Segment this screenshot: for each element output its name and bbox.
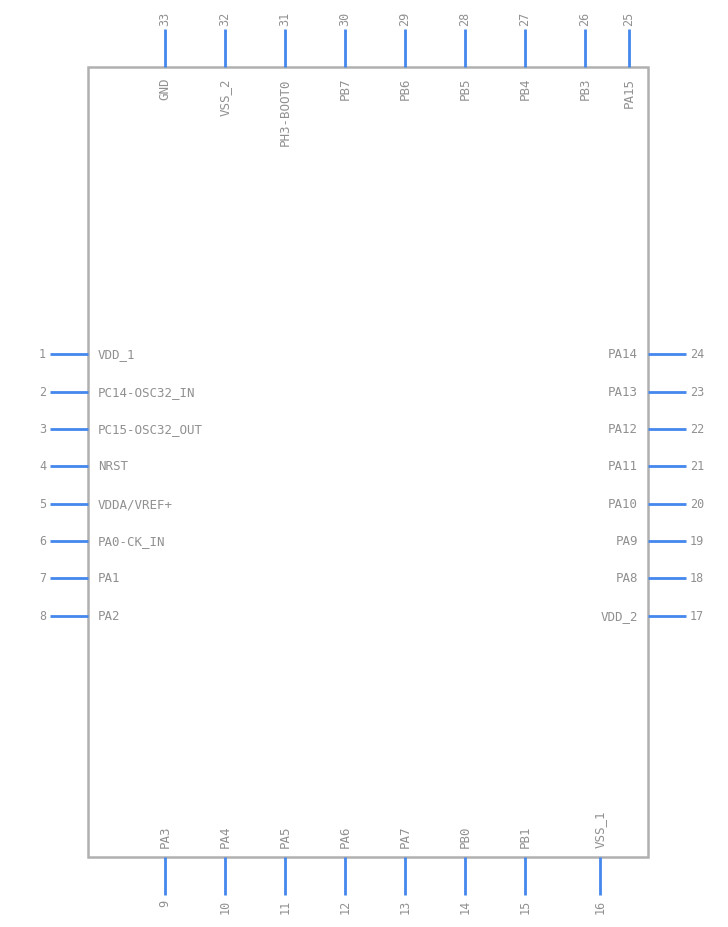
Text: VDDA/VREF+: VDDA/VREF+ — [98, 498, 173, 511]
Text: 27: 27 — [518, 12, 531, 26]
Text: PB3: PB3 — [579, 78, 592, 100]
Text: 3: 3 — [39, 423, 46, 436]
Text: PH3-BOOT0: PH3-BOOT0 — [279, 78, 291, 146]
Text: NRST: NRST — [98, 460, 128, 473]
Text: 31: 31 — [279, 12, 291, 26]
Text: 8: 8 — [39, 610, 46, 623]
Text: 19: 19 — [690, 535, 704, 548]
Text: PA7: PA7 — [398, 825, 411, 847]
Text: 23: 23 — [690, 386, 704, 399]
Text: 13: 13 — [398, 899, 411, 913]
Text: 17: 17 — [690, 610, 704, 623]
Text: PA11: PA11 — [608, 460, 638, 473]
Text: PA0-CK_IN: PA0-CK_IN — [98, 535, 165, 548]
Text: 11: 11 — [279, 899, 291, 913]
Text: 24: 24 — [690, 349, 704, 362]
Text: 15: 15 — [518, 899, 531, 913]
Text: 14: 14 — [459, 899, 472, 913]
Text: 7: 7 — [39, 572, 46, 585]
Text: 29: 29 — [398, 12, 411, 26]
Text: 20: 20 — [690, 498, 704, 511]
Text: 28: 28 — [459, 12, 472, 26]
Text: PA1: PA1 — [98, 572, 121, 585]
Text: PA12: PA12 — [608, 423, 638, 436]
Text: PB1: PB1 — [518, 825, 531, 847]
Text: 10: 10 — [218, 899, 232, 913]
Text: 22: 22 — [690, 423, 704, 436]
Text: VSS_1: VSS_1 — [593, 809, 606, 847]
Text: PA2: PA2 — [98, 610, 121, 623]
Text: PB0: PB0 — [459, 825, 472, 847]
Text: PA9: PA9 — [615, 535, 638, 548]
Text: PC14-OSC32_IN: PC14-OSC32_IN — [98, 386, 196, 399]
Text: PB5: PB5 — [459, 78, 472, 100]
Text: PB7: PB7 — [339, 78, 352, 100]
Text: 5: 5 — [39, 498, 46, 511]
Text: 6: 6 — [39, 535, 46, 548]
Text: 18: 18 — [690, 572, 704, 585]
Text: PA5: PA5 — [279, 825, 291, 847]
Text: GND: GND — [159, 78, 172, 100]
Text: PA13: PA13 — [608, 386, 638, 399]
Text: 4: 4 — [39, 460, 46, 473]
Text: PA4: PA4 — [218, 825, 232, 847]
Text: 16: 16 — [593, 899, 606, 913]
Text: PA15: PA15 — [622, 78, 636, 108]
Text: VSS_2: VSS_2 — [218, 78, 232, 115]
Text: 26: 26 — [579, 12, 592, 26]
Text: 21: 21 — [690, 460, 704, 473]
Text: 2: 2 — [39, 386, 46, 399]
Bar — [88, 68, 648, 857]
Text: 30: 30 — [339, 12, 352, 26]
Text: PB6: PB6 — [398, 78, 411, 100]
Text: PC15-OSC32_OUT: PC15-OSC32_OUT — [98, 423, 203, 436]
Text: PB4: PB4 — [518, 78, 531, 100]
Text: PA3: PA3 — [159, 825, 172, 847]
Text: PA10: PA10 — [608, 498, 638, 511]
Text: 12: 12 — [339, 899, 352, 913]
Text: PA14: PA14 — [608, 349, 638, 362]
Text: 9: 9 — [159, 899, 172, 907]
Text: PA6: PA6 — [339, 825, 352, 847]
Text: 33: 33 — [159, 12, 172, 26]
Text: PA8: PA8 — [615, 572, 638, 585]
Text: 1: 1 — [39, 349, 46, 362]
Text: VDD_2: VDD_2 — [601, 610, 638, 623]
Text: 25: 25 — [622, 12, 636, 26]
Text: VDD_1: VDD_1 — [98, 349, 135, 362]
Text: 32: 32 — [218, 12, 232, 26]
